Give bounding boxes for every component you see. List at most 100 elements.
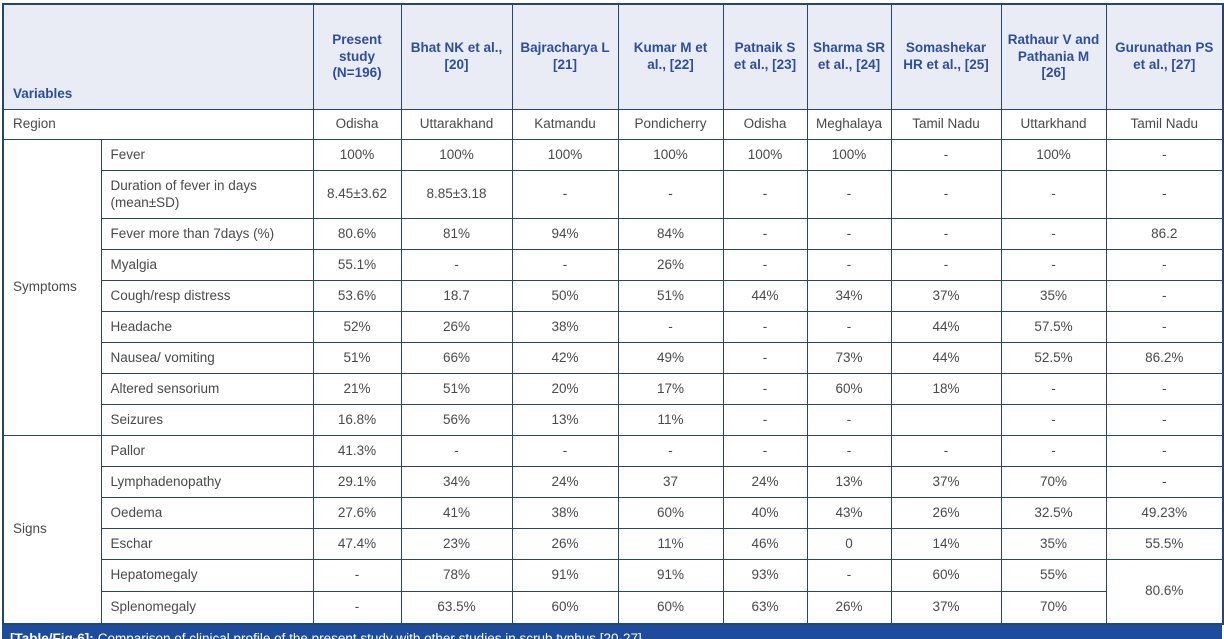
value-cell: 100% xyxy=(806,139,892,171)
value-cell: - xyxy=(806,218,892,250)
value-cell: 52.5% xyxy=(1000,342,1107,374)
value-cell: 100% xyxy=(511,139,619,171)
value-cell: - xyxy=(1105,139,1224,171)
value-cell: 26% xyxy=(400,311,513,343)
region-cell: Uttarakhand xyxy=(400,109,513,140)
value-cell: 63.5% xyxy=(400,591,513,625)
value-cell: - xyxy=(1105,373,1224,405)
value-cell: 93% xyxy=(722,559,808,592)
value-cell: 60% xyxy=(617,497,724,529)
region-cell: Uttarkhand xyxy=(1000,109,1107,140)
value-cell: 51% xyxy=(400,373,513,405)
value-cell: 38% xyxy=(511,311,619,343)
value-cell: 37% xyxy=(890,280,1002,312)
region-cell: Odisha xyxy=(722,109,808,140)
study-header: Sharma SR et al., [24] xyxy=(806,3,892,110)
value-cell: - xyxy=(1000,170,1107,219)
value-cell: - xyxy=(511,435,619,467)
value-cell: 26% xyxy=(511,528,619,560)
value-cell: 91% xyxy=(617,559,724,592)
value-cell: 40% xyxy=(722,497,808,529)
value-cell: 37% xyxy=(890,591,1002,625)
value-cell: 60% xyxy=(890,559,1002,592)
value-cell: 81% xyxy=(400,218,513,250)
value-cell: - xyxy=(1000,435,1107,467)
variable-label: Oedema xyxy=(100,497,314,529)
value-cell: - xyxy=(806,404,892,436)
value-cell: 52% xyxy=(312,311,402,343)
value-cell: - xyxy=(890,170,1002,219)
value-cell: 86.2% xyxy=(1105,342,1224,374)
value-cell: - xyxy=(1105,311,1224,343)
value-cell: 55.1% xyxy=(312,249,402,281)
value-cell: 100% xyxy=(400,139,513,171)
value-cell: 55% xyxy=(1000,559,1107,592)
region-cell: Meghalaya xyxy=(806,109,892,140)
value-cell: 18.7 xyxy=(400,280,513,312)
value-cell: - xyxy=(890,218,1002,250)
variable-label: Pallor xyxy=(100,435,314,467)
study-header: Rathaur V and Pathania M [26] xyxy=(1000,3,1107,110)
value-cell: 11% xyxy=(617,404,724,436)
value-cell: 60% xyxy=(617,591,724,625)
value-cell: 55.5% xyxy=(1105,528,1224,560)
value-cell: - xyxy=(722,311,808,343)
table-body: Region Odisha Uttarakhand Katmandu Pondicher… xyxy=(2,109,1224,625)
value-cell: - xyxy=(312,559,402,592)
value-cell: 23% xyxy=(400,528,513,560)
value-cell: 100% xyxy=(1000,139,1107,171)
value-cell: 8.45±3.62 xyxy=(312,170,402,219)
value-cell: - xyxy=(806,311,892,343)
value-cell: - xyxy=(1105,404,1224,436)
value-cell: - xyxy=(722,342,808,374)
value-cell: - xyxy=(890,435,1002,467)
value-cell: - xyxy=(806,249,892,281)
value-cell: 66% xyxy=(400,342,513,374)
value-cell: - xyxy=(722,218,808,250)
value-cell: 63% xyxy=(722,591,808,625)
value-cell: 49.23% xyxy=(1105,497,1224,529)
value-cell: 56% xyxy=(400,404,513,436)
variable-label: Duration of fever in days (mean±SD) xyxy=(100,170,314,219)
value-cell: - xyxy=(1105,280,1224,312)
value-cell: 70% xyxy=(1000,591,1107,625)
value-cell: 51% xyxy=(312,342,402,374)
value-cell: 13% xyxy=(511,404,619,436)
value-cell: - xyxy=(722,170,808,219)
value-cell: - xyxy=(1000,218,1107,250)
value-cell: - xyxy=(1000,404,1107,436)
value-cell: - xyxy=(312,591,402,625)
value-cell: - xyxy=(806,559,892,592)
value-cell: 16.8% xyxy=(312,404,402,436)
value-cell: - xyxy=(1000,373,1107,405)
variables-header: Variables xyxy=(2,3,314,110)
value-cell: - xyxy=(617,435,724,467)
variable-label: Myalgia xyxy=(100,249,314,281)
value-cell: - xyxy=(511,249,619,281)
value-cell: 44% xyxy=(890,311,1002,343)
value-cell: 18% xyxy=(890,373,1002,405)
value-cell: - xyxy=(400,435,513,467)
value-cell: - xyxy=(890,249,1002,281)
value-cell: - xyxy=(1105,170,1224,219)
caption-tag: [Table/Fig-6]: xyxy=(10,631,94,639)
value-cell: 32.5% xyxy=(1000,497,1107,529)
value-cell: 35% xyxy=(1000,280,1107,312)
value-cell: - xyxy=(722,435,808,467)
value-cell: - xyxy=(722,404,808,436)
value-cell: 24% xyxy=(511,466,619,498)
value-cell: - xyxy=(806,170,892,219)
variable-label: Altered sensorium xyxy=(100,373,314,405)
variable-label: Eschar xyxy=(100,528,314,560)
study-header: Bhat NK et al., [20] xyxy=(400,3,513,110)
value-cell: 91% xyxy=(511,559,619,592)
value-cell: 17% xyxy=(617,373,724,405)
value-cell: 27.6% xyxy=(312,497,402,529)
variable-label: Hepatomegaly xyxy=(100,559,314,592)
value-cell: 26% xyxy=(890,497,1002,529)
value-cell: 8.85±3.18 xyxy=(400,170,513,219)
value-cell: 100% xyxy=(312,139,402,171)
region-cell: Katmandu xyxy=(511,109,619,140)
value-cell: 100% xyxy=(722,139,808,171)
value-cell: 41.3% xyxy=(312,435,402,467)
